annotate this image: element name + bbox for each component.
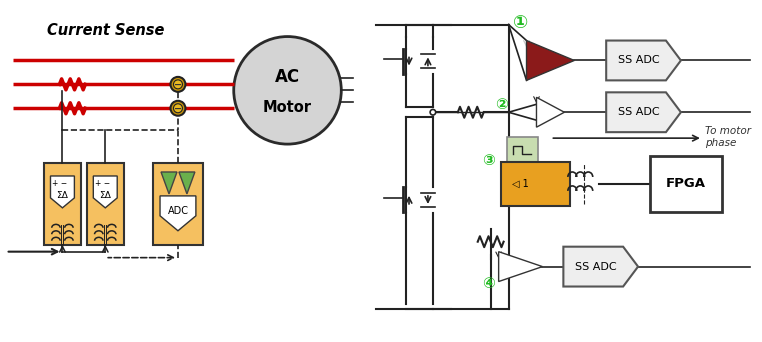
Polygon shape (160, 196, 196, 231)
Circle shape (234, 37, 341, 144)
Circle shape (430, 109, 436, 115)
Text: −: − (174, 104, 182, 114)
Text: AC: AC (275, 68, 300, 87)
Bar (650, 156, 722, 212)
Circle shape (171, 101, 185, 116)
Text: ①: ① (513, 14, 528, 31)
Circle shape (174, 104, 182, 113)
Polygon shape (179, 172, 195, 194)
Text: + −: + − (94, 180, 110, 188)
Bar (44, 163, 81, 245)
Bar (501, 162, 570, 206)
Text: ADC: ADC (168, 206, 188, 216)
Bar (87, 163, 123, 245)
Polygon shape (93, 176, 117, 208)
Text: FPGA: FPGA (666, 177, 706, 190)
Polygon shape (50, 176, 75, 208)
Polygon shape (607, 92, 681, 132)
Text: Current Sense: Current Sense (46, 23, 164, 38)
Text: SS ADC: SS ADC (575, 262, 617, 272)
Circle shape (171, 77, 185, 92)
Polygon shape (498, 252, 543, 281)
Polygon shape (536, 97, 565, 127)
Bar (153, 163, 203, 245)
Text: Motor: Motor (263, 100, 312, 115)
Text: SS ADC: SS ADC (618, 55, 660, 65)
Text: To motor
phase: To motor phase (705, 126, 751, 148)
Polygon shape (527, 41, 575, 80)
Text: + −: + − (52, 180, 67, 188)
Text: ②: ② (495, 97, 508, 112)
Polygon shape (563, 247, 638, 287)
Text: ΣΔ: ΣΔ (99, 192, 111, 200)
Polygon shape (161, 172, 177, 194)
Text: ④: ④ (482, 276, 495, 291)
Text: −: − (174, 80, 182, 90)
Polygon shape (607, 41, 681, 80)
Text: SS ADC: SS ADC (618, 107, 660, 117)
Text: ③: ③ (482, 153, 495, 168)
Circle shape (174, 80, 182, 89)
Text: ◁ 1: ◁ 1 (512, 179, 529, 189)
Bar (507, 137, 539, 163)
Text: ΣΔ: ΣΔ (56, 192, 69, 200)
